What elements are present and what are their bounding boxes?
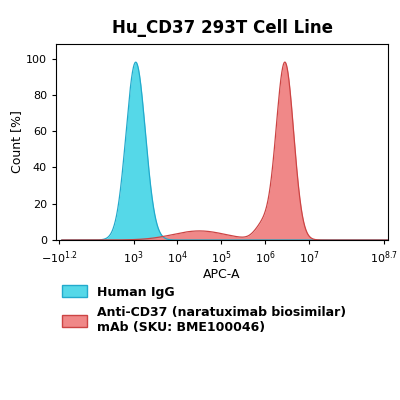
Title: Hu_CD37 293T Cell Line: Hu_CD37 293T Cell Line (112, 19, 332, 37)
X-axis label: APC-A: APC-A (203, 268, 241, 282)
Legend: Human IgG, Anti-CD37 (naratuximab biosimilar)
mAb (SKU: BME100046): Human IgG, Anti-CD37 (naratuximab biosim… (62, 286, 346, 334)
Y-axis label: Count [%]: Count [%] (10, 110, 23, 174)
